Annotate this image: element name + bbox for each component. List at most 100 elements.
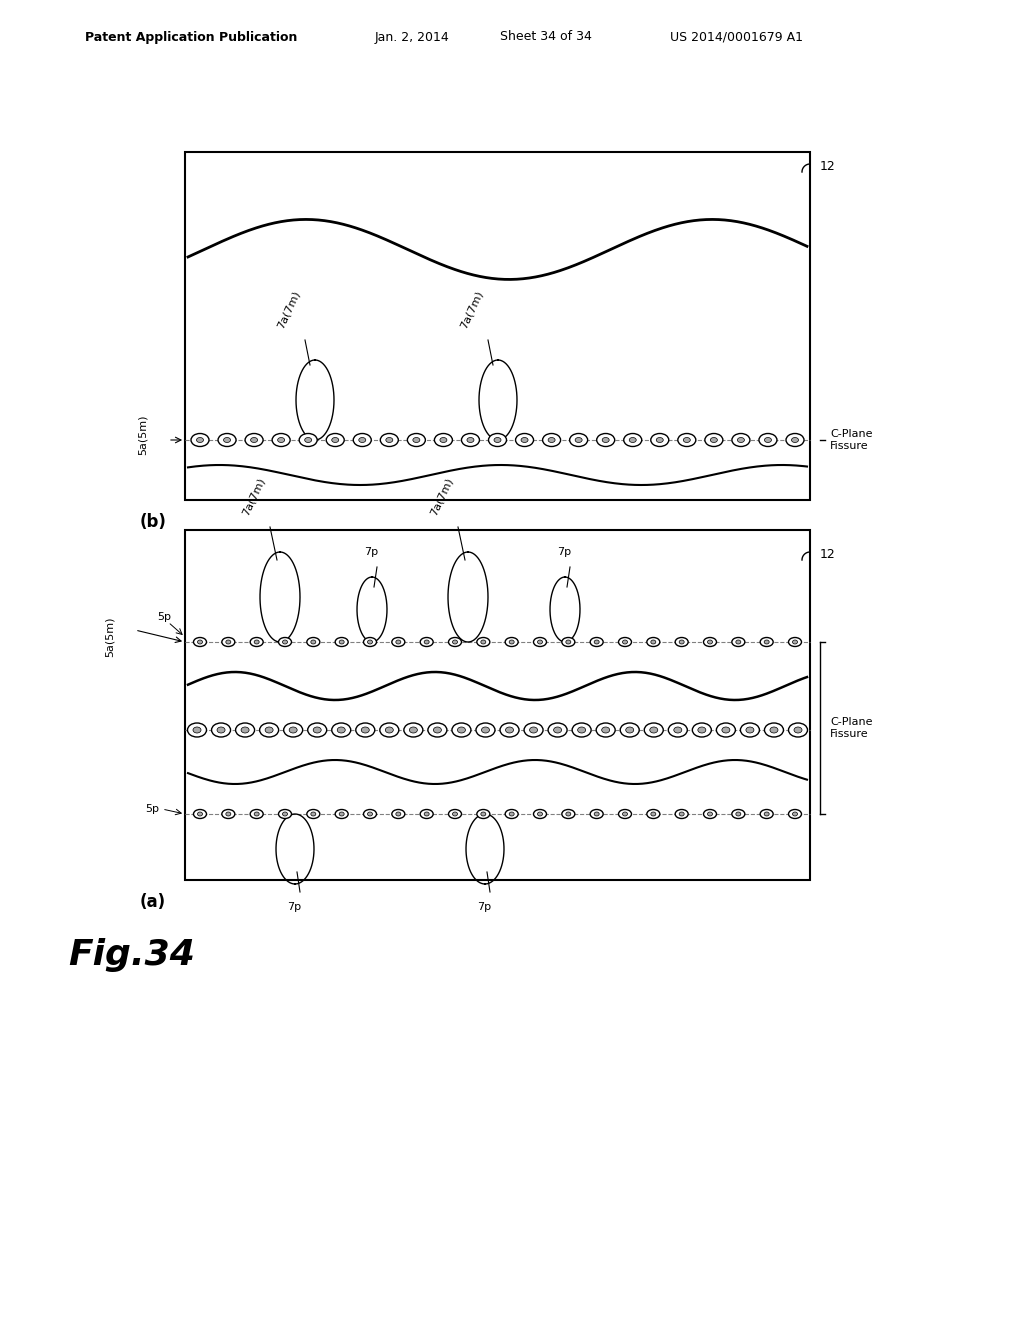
Ellipse shape: [500, 723, 519, 737]
Ellipse shape: [788, 809, 802, 818]
Text: Patent Application Publication: Patent Application Publication: [85, 30, 297, 44]
Text: 7p: 7p: [364, 546, 378, 557]
Ellipse shape: [449, 638, 462, 647]
Text: Sheet 34 of 34: Sheet 34 of 34: [500, 30, 592, 44]
Ellipse shape: [408, 433, 425, 446]
Ellipse shape: [311, 640, 315, 644]
Ellipse shape: [543, 433, 560, 446]
Ellipse shape: [656, 437, 664, 442]
Ellipse shape: [764, 812, 769, 816]
Ellipse shape: [569, 433, 588, 446]
Text: 7a(7m): 7a(7m): [458, 289, 484, 330]
Ellipse shape: [307, 638, 319, 647]
Ellipse shape: [217, 727, 225, 733]
Ellipse shape: [711, 437, 718, 442]
Ellipse shape: [396, 812, 400, 816]
Ellipse shape: [554, 727, 561, 733]
Ellipse shape: [794, 727, 802, 733]
Ellipse shape: [764, 640, 769, 644]
Ellipse shape: [602, 727, 609, 733]
Ellipse shape: [770, 727, 778, 733]
Ellipse shape: [788, 723, 808, 737]
Ellipse shape: [708, 640, 713, 644]
Ellipse shape: [732, 809, 744, 818]
Ellipse shape: [488, 433, 507, 446]
Ellipse shape: [494, 437, 501, 442]
Ellipse shape: [355, 723, 375, 737]
Text: 5a(5m): 5a(5m): [105, 616, 115, 657]
Bar: [185, 152, 810, 500]
Ellipse shape: [590, 809, 603, 818]
Ellipse shape: [245, 433, 263, 446]
Text: 7a(7m): 7a(7m): [240, 475, 266, 517]
Ellipse shape: [283, 640, 288, 644]
Ellipse shape: [765, 723, 783, 737]
Text: Jan. 2, 2014: Jan. 2, 2014: [375, 30, 450, 44]
Ellipse shape: [223, 437, 230, 442]
Ellipse shape: [737, 437, 744, 442]
Ellipse shape: [481, 727, 489, 733]
Ellipse shape: [572, 723, 591, 737]
Ellipse shape: [732, 638, 744, 647]
Ellipse shape: [358, 437, 366, 442]
Ellipse shape: [594, 812, 599, 816]
Ellipse shape: [736, 640, 740, 644]
Ellipse shape: [392, 638, 404, 647]
Text: 12: 12: [820, 161, 836, 173]
Ellipse shape: [481, 640, 485, 644]
Ellipse shape: [651, 433, 669, 446]
Text: Fig.34: Fig.34: [68, 939, 195, 972]
Ellipse shape: [368, 812, 373, 816]
Ellipse shape: [692, 723, 712, 737]
Ellipse shape: [548, 723, 567, 737]
Ellipse shape: [410, 727, 418, 733]
Ellipse shape: [307, 723, 327, 737]
Ellipse shape: [364, 638, 377, 647]
Ellipse shape: [339, 640, 344, 644]
Ellipse shape: [788, 638, 802, 647]
Ellipse shape: [736, 812, 740, 816]
Text: 7p: 7p: [287, 902, 301, 912]
Ellipse shape: [505, 638, 518, 647]
Ellipse shape: [621, 723, 639, 737]
Ellipse shape: [396, 640, 400, 644]
Ellipse shape: [364, 809, 377, 818]
Ellipse shape: [226, 812, 230, 816]
Ellipse shape: [538, 640, 543, 644]
Ellipse shape: [521, 437, 528, 442]
Ellipse shape: [250, 809, 263, 818]
Ellipse shape: [289, 727, 297, 733]
Ellipse shape: [509, 812, 514, 816]
Ellipse shape: [279, 638, 292, 647]
Ellipse shape: [534, 638, 547, 647]
Ellipse shape: [283, 812, 288, 816]
Ellipse shape: [424, 640, 429, 644]
Text: 7p: 7p: [477, 902, 492, 912]
Ellipse shape: [594, 640, 599, 644]
Ellipse shape: [254, 812, 259, 816]
Ellipse shape: [786, 433, 804, 446]
Ellipse shape: [524, 723, 543, 737]
Ellipse shape: [624, 433, 642, 446]
Ellipse shape: [678, 433, 696, 446]
Ellipse shape: [241, 727, 249, 733]
Ellipse shape: [260, 723, 279, 737]
Text: 5p: 5p: [145, 804, 159, 814]
Text: 5a(5m): 5a(5m): [138, 414, 148, 455]
Ellipse shape: [590, 638, 603, 647]
Ellipse shape: [792, 437, 799, 442]
Ellipse shape: [212, 723, 230, 737]
Ellipse shape: [458, 727, 466, 733]
Ellipse shape: [335, 809, 348, 818]
Ellipse shape: [332, 723, 351, 737]
Ellipse shape: [703, 638, 717, 647]
Ellipse shape: [254, 640, 259, 644]
Text: C-Plane
Fissure: C-Plane Fissure: [830, 717, 872, 739]
Ellipse shape: [380, 723, 398, 737]
Ellipse shape: [647, 638, 659, 647]
Ellipse shape: [272, 433, 290, 446]
Ellipse shape: [717, 723, 735, 737]
Ellipse shape: [679, 812, 684, 816]
Ellipse shape: [198, 812, 203, 816]
Ellipse shape: [193, 727, 201, 733]
